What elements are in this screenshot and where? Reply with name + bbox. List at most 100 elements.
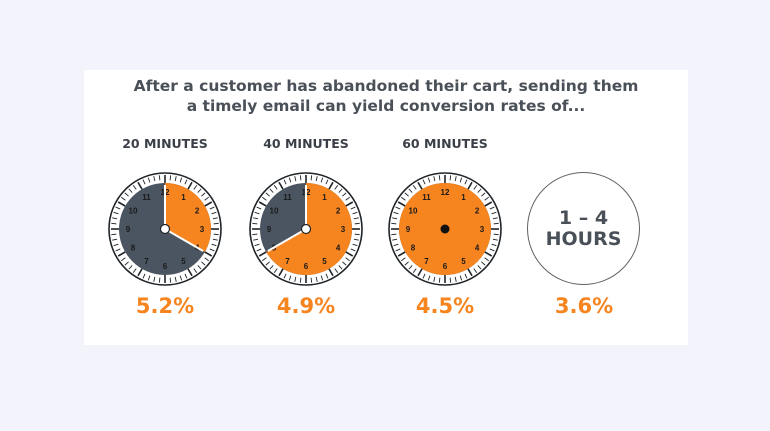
clock-number: 8 (131, 244, 136, 253)
hours-column: 1 – 4 HOURS 3.6% (514, 136, 654, 318)
minute-tick (252, 233, 258, 236)
clock-center-dot (300, 223, 312, 235)
minute-tick (115, 206, 121, 210)
minute-tick (212, 238, 218, 241)
minute-tick (438, 277, 441, 283)
minute-tick (408, 188, 413, 193)
minute-tick (254, 243, 260, 247)
minute-tick (254, 211, 260, 215)
minute-tick (477, 265, 482, 270)
minute-tick (299, 175, 302, 181)
minute-tick (315, 276, 318, 282)
minute-tick (269, 265, 274, 270)
minute-tick (179, 177, 183, 183)
minute-tick (299, 277, 302, 283)
minute-tick (493, 222, 499, 225)
minute-tick (393, 243, 399, 247)
minute-tick (262, 196, 267, 201)
minute-tick (334, 268, 339, 273)
minute-tick (193, 268, 198, 273)
minute-tick (124, 192, 129, 197)
minute-tick (310, 175, 313, 181)
minute-tick (213, 222, 219, 225)
minute-tick (484, 251, 493, 257)
minute-tick (397, 201, 406, 207)
minute-tick (204, 196, 209, 201)
minute-tick (473, 268, 478, 273)
minute-tick (197, 188, 202, 193)
minute-tick (153, 176, 156, 182)
minute-tick (338, 188, 343, 193)
minute-tick (491, 211, 497, 215)
minute-tick (265, 261, 270, 266)
minute-tick (352, 211, 358, 215)
minute-tick (412, 185, 417, 190)
minute-tick (212, 217, 218, 220)
clock-hand (267, 228, 307, 252)
minute-tick (417, 268, 423, 277)
minute-tick (481, 261, 486, 266)
minute-tick (147, 275, 151, 281)
minute-tick (493, 233, 499, 236)
time-label: 40 MINUTES (263, 136, 349, 151)
minute-tick (345, 257, 350, 262)
minute-tick (325, 179, 329, 185)
minute-tick (464, 273, 468, 279)
clock-number: 1 (461, 193, 466, 202)
clock-number: 5 (322, 257, 327, 266)
minute-tick (112, 238, 118, 241)
minute-tick (262, 257, 267, 262)
minute-tick (113, 243, 119, 247)
clock-number: 5 (181, 257, 186, 266)
minute-tick (121, 196, 126, 201)
time-label-empty (514, 136, 654, 152)
hours-range: 1 – 4 (558, 206, 609, 229)
minute-tick (258, 251, 267, 257)
minute-tick (184, 273, 188, 279)
minute-tick (111, 222, 117, 225)
minute-tick (427, 275, 431, 281)
clock-number: 9 (406, 225, 411, 234)
minute-tick (328, 181, 334, 190)
minute-tick (391, 233, 397, 236)
clock-number: 6 (163, 262, 168, 271)
clock-number: 10 (270, 207, 279, 216)
minute-tick (315, 176, 318, 182)
minute-tick (320, 275, 324, 281)
minute-tick (283, 273, 287, 279)
minute-tick (253, 217, 259, 220)
minute-tick (197, 265, 202, 270)
minute-tick (438, 175, 441, 181)
minute-tick (213, 233, 219, 236)
minute-tick (117, 251, 126, 257)
minute-tick (404, 192, 409, 197)
minute-tick (454, 176, 457, 182)
minute-tick (352, 243, 358, 247)
minute-tick (193, 185, 198, 190)
clock-number: 11 (283, 193, 292, 202)
clock-number: 8 (411, 244, 416, 253)
minute-tick (422, 179, 426, 185)
minute-tick (491, 243, 497, 247)
minute-tick (422, 273, 426, 279)
hours-circle: 1 – 4 HOURS (527, 172, 640, 285)
clock-number: 3 (341, 225, 346, 234)
conversion-rate: 3.6% (554, 294, 614, 318)
clock-60-minutes: 12 1 2 3 4 5 6 7 8 9 10 11 (388, 172, 502, 286)
minute-tick (477, 188, 482, 193)
conversion-rate: 4.5% (415, 294, 475, 318)
minute-tick (459, 275, 463, 281)
minute-tick (256, 248, 262, 252)
minute-tick (112, 217, 118, 220)
minute-tick (204, 257, 209, 262)
clock-number: 7 (285, 257, 290, 266)
minute-tick (278, 268, 284, 277)
clock-number: 9 (267, 225, 272, 234)
minute-tick (265, 192, 270, 197)
minute-tick (489, 206, 495, 210)
minute-tick (158, 175, 161, 181)
minute-tick (187, 268, 193, 277)
